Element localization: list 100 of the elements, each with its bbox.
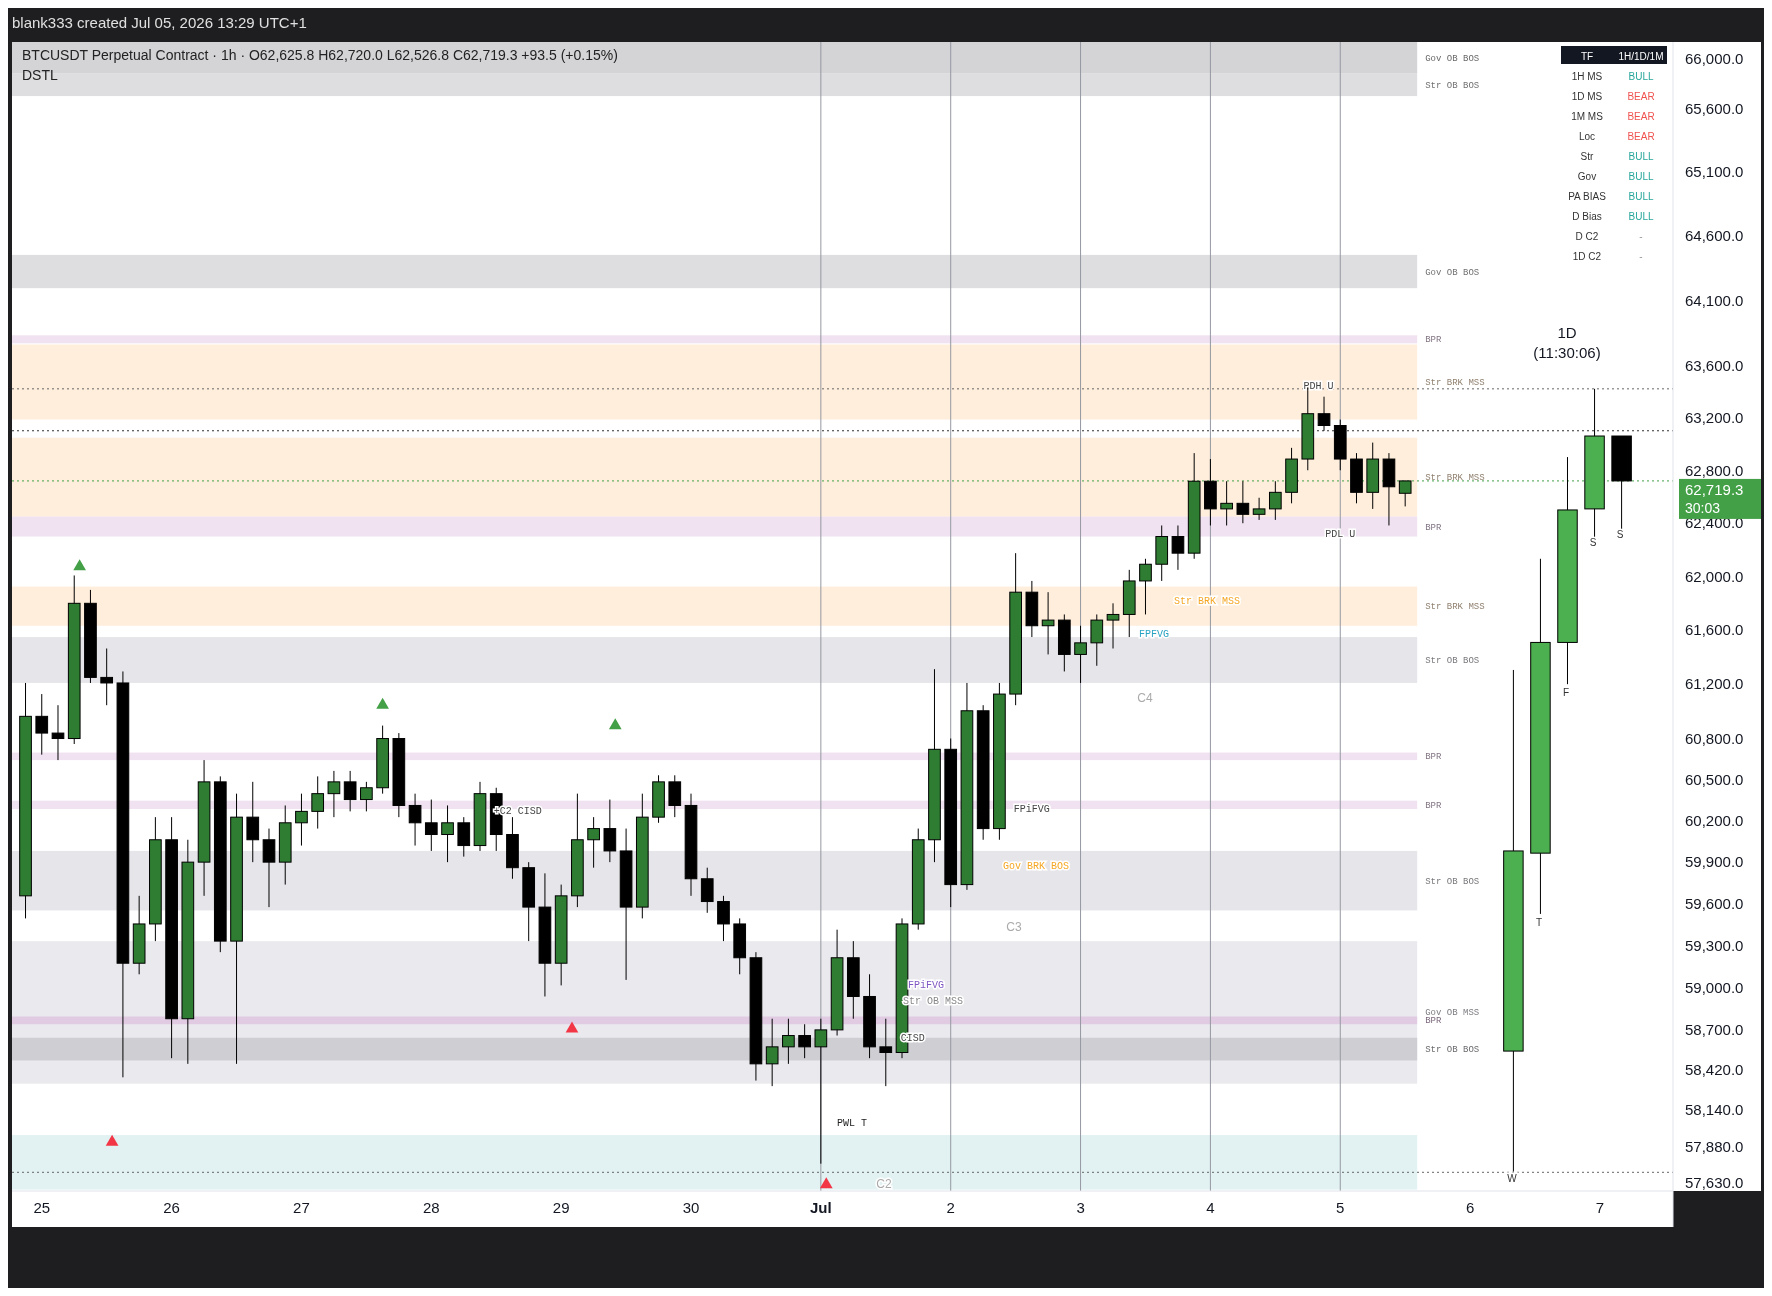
candlestick [1236,480,1250,524]
annotation: 1H MS [1571,70,1603,82]
candlestick [879,1018,893,1087]
y-tick-label: 59,300.0 [1685,936,1744,954]
x-tick-label: 3 [1076,1199,1085,1216]
candlestick [424,799,438,852]
annotation: C2 [876,1177,892,1191]
candlestick [246,781,260,863]
annotation: (11:30:06) [1533,344,1601,361]
annotation: 1M MS [1571,110,1604,122]
annotation: BULL [1628,150,1654,162]
candlestick [1041,591,1055,655]
x-tick-label: 6 [1465,1199,1475,1216]
ref-line-label: 62,719.3 [1685,481,1744,499]
chart-title: BTCUSDT Perpetual Contract · 1h · O62,625.8 H62,720.0 L62,526.8 C62,719.3 +93.5 (+0.15%) [22,47,618,63]
annotation: D Bias [1572,210,1602,222]
band-label: Str OB BOS [1425,876,1480,887]
y-tick-label: 63,600.0 [1685,356,1744,374]
y-tick-label: 60,800.0 [1685,729,1744,747]
candlestick [1252,497,1266,521]
candlestick [603,799,617,863]
candlestick [765,1018,779,1087]
y-tick-label: 65,600.0 [1685,99,1744,117]
x-tick-label: 30 [682,1199,700,1216]
candlestick [311,775,325,830]
x-tick-label: 2 [946,1199,955,1216]
annotation: Gov BRK BOS [1002,861,1070,872]
candlestick [295,793,308,847]
candlestick [408,793,422,847]
y-tick-label: 60,500.0 [1685,770,1744,788]
text: blank333 created Jul 05, 2026 13:29 UTC+1 [12,14,307,31]
annotation: F [1562,687,1570,698]
point [608,718,622,730]
band-label: Str OB BOS [1425,1045,1480,1056]
candlestick [35,693,49,756]
y-tick-label: 62,400.0 [1685,514,1744,532]
candlestick [1398,480,1412,507]
candlestick [51,704,65,761]
candlestick [1106,602,1120,649]
candlestick [1074,625,1087,684]
annotation: 1D MS [1571,90,1603,102]
candlestick [700,867,714,914]
band-label: Str OB BOS [1425,80,1480,91]
band-label: Str OB BOS [1425,656,1480,666]
band-label: Str BRK MSS [1425,378,1485,389]
point [73,559,86,571]
y-tick-label: 65,100.0 [1685,163,1744,181]
candlestick [327,770,341,818]
candlestick [814,1018,828,1165]
annotation: 1D [1557,324,1577,341]
annotation: FPFVG [1138,629,1170,640]
annotation: C3 [1006,920,1022,934]
annotation: PA BIAS [1568,190,1607,202]
annotation: TF [1580,50,1594,62]
annotation: S [1589,537,1597,548]
annotation: BULL [1628,70,1654,82]
annotation: Loc [1578,130,1596,142]
y-tick-label: 59,000.0 [1685,978,1744,996]
annotation: - [1639,230,1643,242]
candlestick [798,1023,811,1059]
y-tick-label: 62,800.0 [1685,461,1744,479]
band-label: Gov OB BOS [1425,53,1480,64]
y-tick-label: 59,600.0 [1685,895,1744,913]
x-tick-label: 28 [422,1199,440,1216]
candlestick [1171,524,1185,571]
annotation: T [1535,917,1543,928]
annotation: FPiFVG [1013,804,1050,816]
candlestick [668,774,682,818]
candlestick [1139,558,1152,615]
annotation: 1D C2 [1572,250,1602,262]
x-tick-label: 5 [1336,1199,1345,1216]
candlestick [1268,480,1282,521]
candlestick [782,1018,795,1065]
band-label: Str BRK MSS [1425,602,1485,613]
annotation: PDL U [1325,528,1356,540]
annotation: Str BRK MSS [1173,596,1241,607]
x-tick-label: Jul [810,1199,832,1216]
annotation: +C2 CISD [493,805,542,817]
candlestick [1220,480,1233,526]
candlestick [1317,396,1331,432]
annotation: BEAR [1627,90,1655,102]
band-label: Str BRK MSS [1425,473,1485,484]
annotation: BULL [1628,210,1654,222]
x-tick-label: 29 [552,1199,570,1216]
annotation: BEAR [1627,130,1655,142]
band-label: BPR [1425,800,1442,811]
y-tick-label: 63,200.0 [1685,408,1744,426]
annotation: PWL T [836,1118,868,1129]
candlestick [441,804,454,863]
annotation: W [1507,1173,1518,1184]
candlestick [1090,613,1104,667]
x-tick-label: 26 [163,1199,180,1216]
annotation: BULL [1628,190,1654,202]
point [819,1177,833,1189]
band-label: BPR [1425,522,1442,533]
annotation: BEAR [1627,110,1655,122]
annotation: FPiFVG [907,980,945,991]
x-tick-label: 7 [1595,1199,1605,1216]
candlestick [360,781,373,812]
y-tick-label: 62,000.0 [1685,567,1744,585]
